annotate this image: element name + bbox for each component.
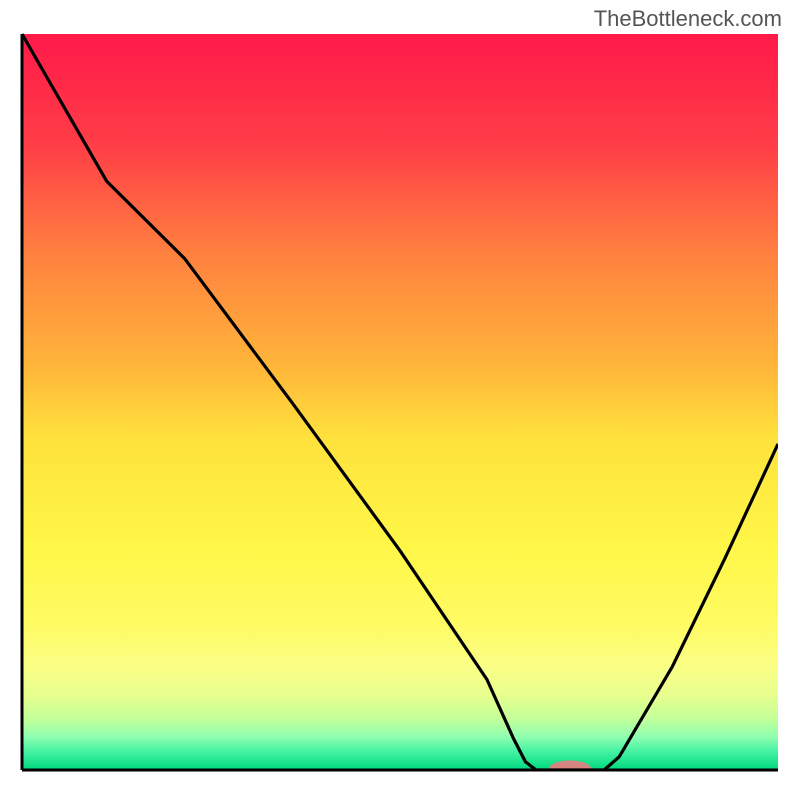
watermark-label: TheBottleneck.com <box>594 6 782 32</box>
gradient-background <box>22 34 778 770</box>
chart-container: TheBottleneck.com <box>0 0 800 800</box>
chart-svg <box>0 0 800 800</box>
